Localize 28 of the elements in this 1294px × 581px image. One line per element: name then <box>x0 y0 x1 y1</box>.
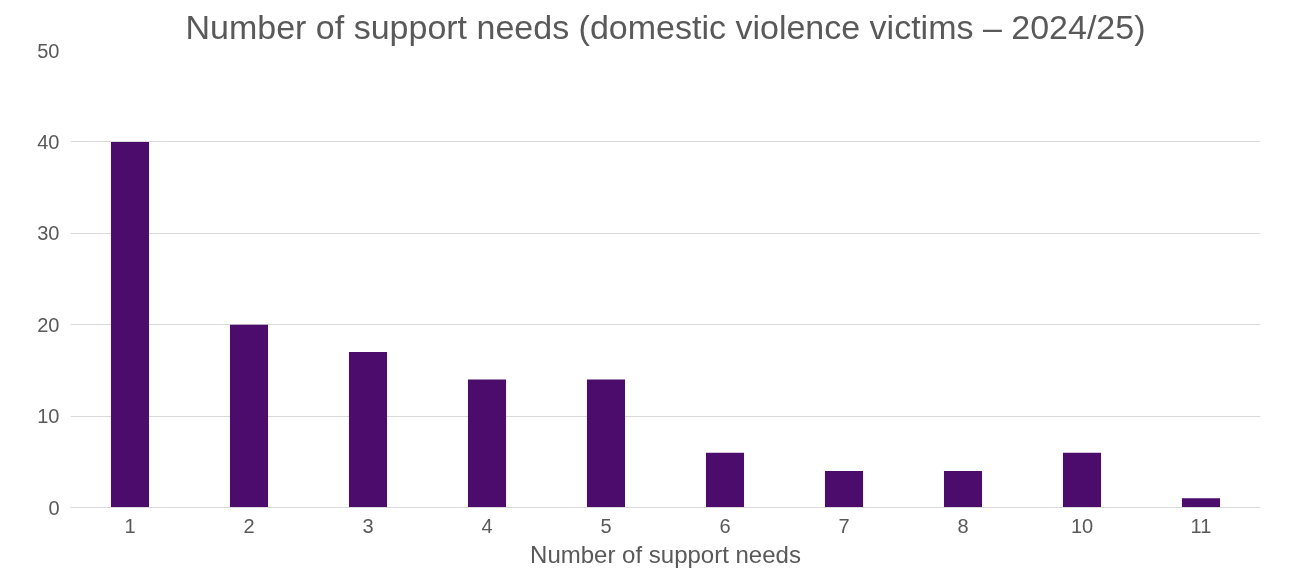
y-tick-label: 40 <box>37 130 60 153</box>
x-tick-label: 2 <box>243 514 255 537</box>
y-tick-label: 10 <box>37 405 60 428</box>
bar <box>705 452 745 508</box>
x-tick-label: 1 <box>124 514 136 537</box>
bar <box>1062 452 1102 508</box>
x-tick-label: 5 <box>600 514 612 537</box>
y-tick-label: 30 <box>37 222 60 245</box>
x-axis-title: Number of support needs <box>530 540 801 568</box>
x-tick-label: 8 <box>957 514 969 537</box>
bar <box>110 141 150 508</box>
x-tick-label: 3 <box>362 514 374 537</box>
y-tick-label: 0 <box>48 496 60 519</box>
x-tick-label: 6 <box>719 514 731 537</box>
bar <box>1181 498 1221 508</box>
y-tick-label: 20 <box>37 313 60 336</box>
x-tick-label: 10 <box>1070 514 1094 537</box>
y-tick-label: 50 <box>37 39 60 62</box>
bar <box>943 470 983 508</box>
bar <box>467 379 507 508</box>
x-tick-label: 11 <box>1190 514 1212 537</box>
bar <box>824 470 864 508</box>
bar <box>229 324 269 508</box>
bar <box>348 352 388 508</box>
x-tick-label: 4 <box>481 514 493 537</box>
x-tick-label: 7 <box>838 514 850 537</box>
chart-title: Number of support needs (domestic violence victims – 2024/25) <box>185 7 1146 46</box>
bar <box>586 379 626 508</box>
